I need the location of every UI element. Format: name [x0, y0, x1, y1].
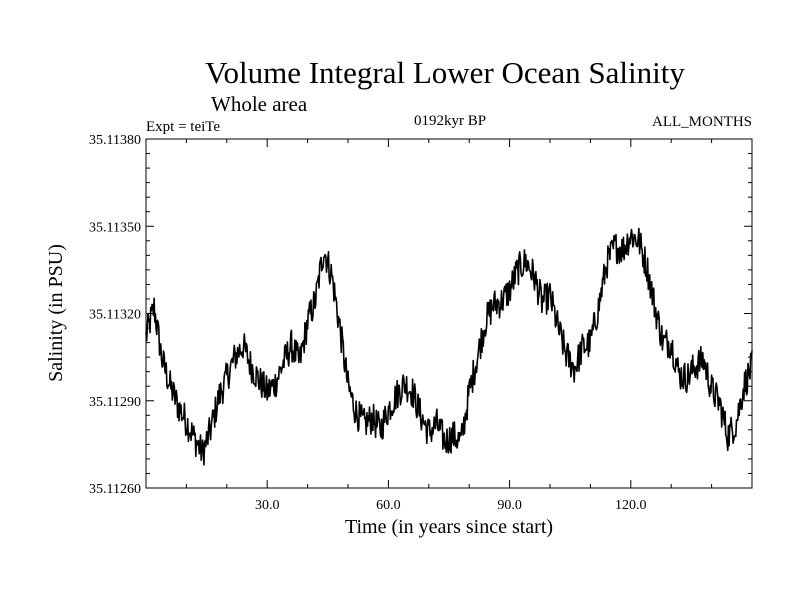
y-axis-label: Salinity (in PSU)	[45, 244, 67, 382]
x-tick-label: 60.0	[376, 498, 401, 513]
y-tick-label: 35.11290	[89, 395, 141, 410]
months-label: ALL_MONTHS	[652, 114, 752, 130]
chart-title: Volume Integral Lower Ocean Salinity	[205, 55, 685, 90]
y-axis-tick-labels: 35.11260 35.11290 35.11320 35.11350 35.11380	[89, 133, 141, 497]
x-tick-label: 30.0	[255, 498, 280, 513]
period-label: 0192kyr BP	[414, 113, 486, 129]
x-axis-label: Time (in years since start)	[345, 516, 553, 538]
experiment-label: Expt = teiTe	[146, 119, 220, 135]
chart-subtitle: Whole area	[211, 92, 308, 116]
salinity-series-line	[145, 227, 753, 466]
y-tick-label: 35.11320	[89, 308, 141, 323]
x-tick-label: 90.0	[497, 498, 522, 513]
x-axis-ticks	[185, 139, 713, 488]
x-tick-label: 120.0	[615, 498, 647, 513]
y-tick-label: 35.11260	[89, 482, 141, 497]
plot-frame	[145, 138, 753, 489]
x-axis-tick-labels: 30.0 60.0 90.0 120.0	[255, 498, 647, 513]
y-tick-label: 35.11380	[89, 133, 141, 148]
y-tick-label: 35.11350	[89, 220, 141, 235]
